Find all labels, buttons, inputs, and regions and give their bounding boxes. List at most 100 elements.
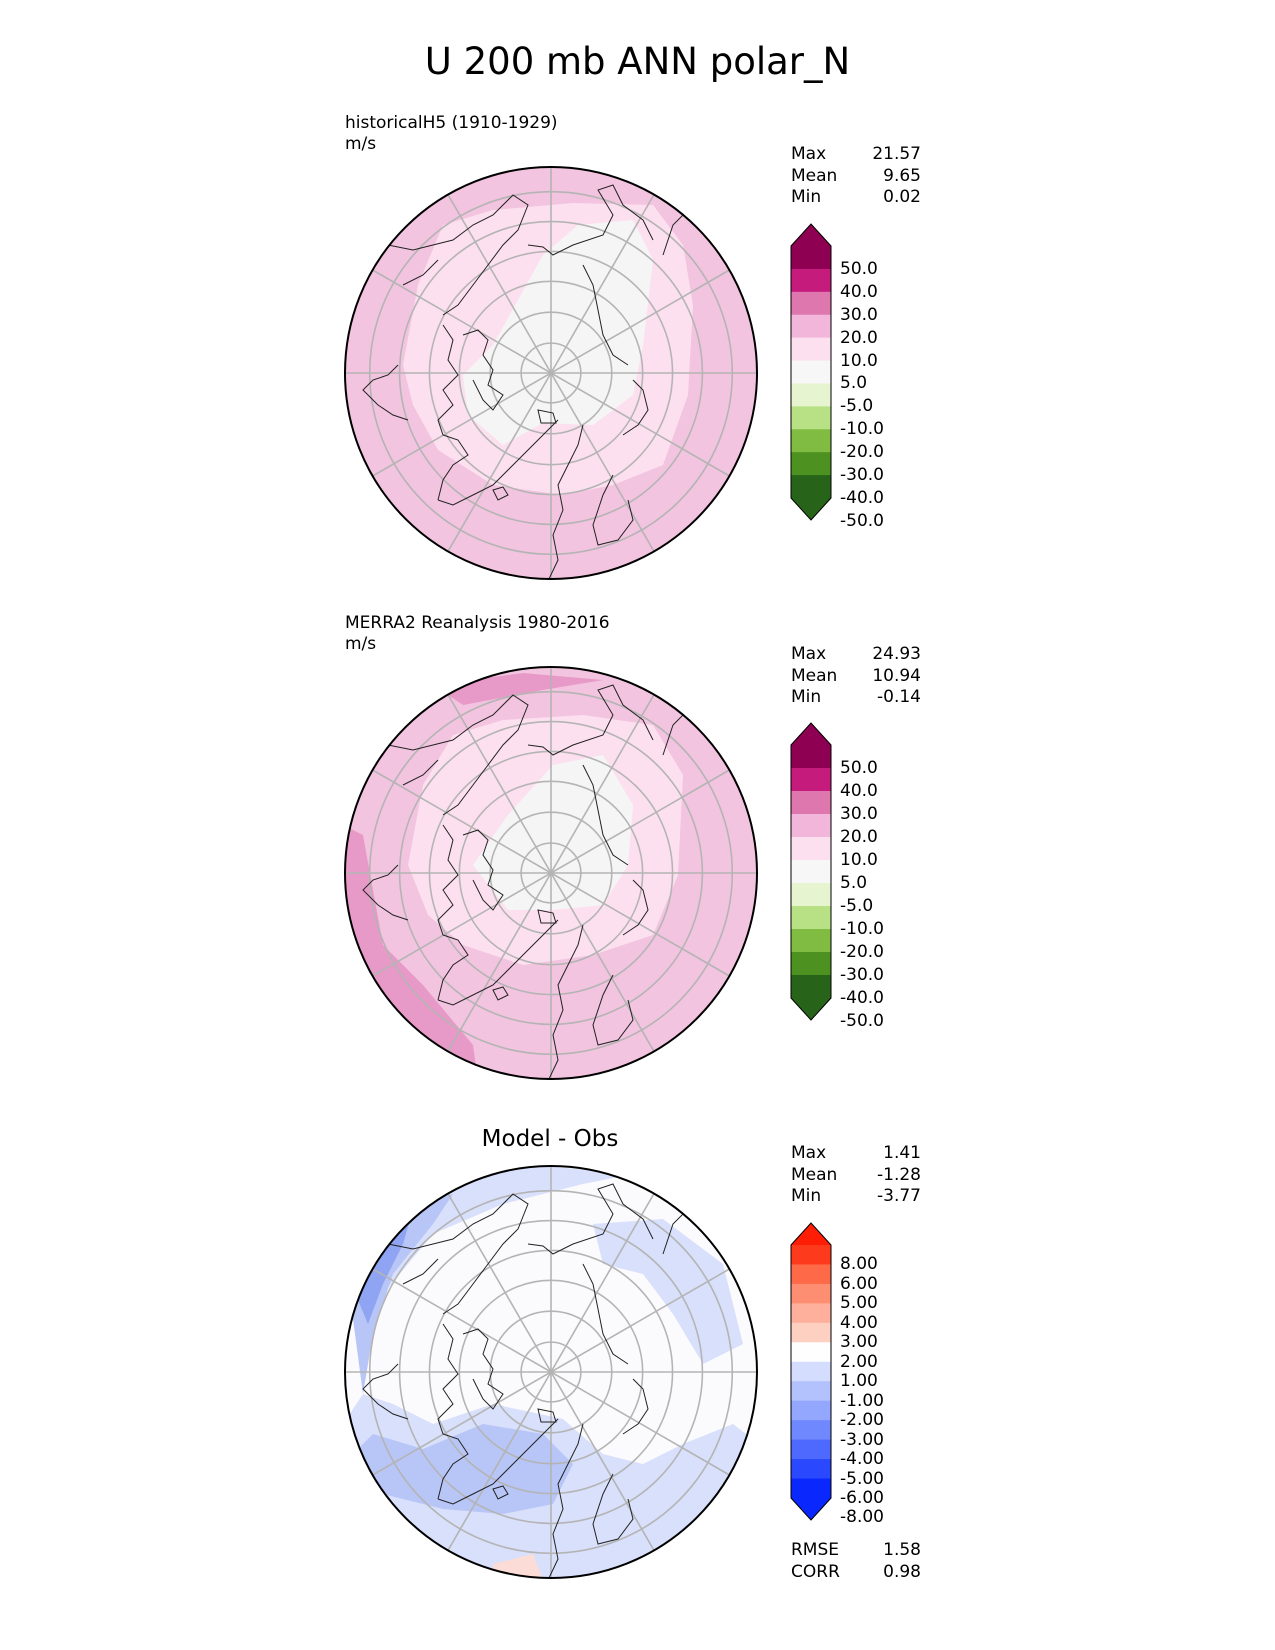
- colorbar-swatch: [791, 975, 831, 999]
- colorbar-tick-label: -30.0: [840, 465, 884, 486]
- colorbar-tick-label: 20.0: [840, 827, 878, 847]
- stat-row-mean: Mean 10.94: [791, 665, 921, 686]
- colorbar-svg: [790, 1222, 832, 1521]
- colorbar-svg: [790, 722, 832, 1021]
- stat-row-min: Min 0.02: [791, 187, 921, 207]
- colorbar-swatch: [791, 814, 831, 838]
- stats-ref: Max 24.93 Mean 10.94 Min -0.14: [791, 644, 921, 709]
- colorbar-tick-label: -5.0: [840, 896, 874, 916]
- stat-row-rmse: RMSE 1.58: [791, 1540, 921, 1560]
- stat-row-max: Max 1.41: [791, 1143, 921, 1163]
- polar-map-test: [343, 165, 759, 581]
- colorbar-over-triangle: [791, 224, 831, 246]
- colorbar-swatch: [791, 883, 831, 907]
- colorbar-swatch: [791, 452, 831, 476]
- panel-ref-label-line1: MERRA2 Reanalysis 1980-2016: [345, 613, 610, 633]
- colorbar-swatch: [791, 1361, 831, 1382]
- colorbar-swatch: [791, 1264, 831, 1285]
- colorbar-svg: [790, 223, 832, 521]
- colorbar-tick-label: 1.00: [840, 1371, 878, 1392]
- colorbar-tick-label: 30.0: [840, 304, 878, 325]
- coastlines: [362, 184, 689, 579]
- panel-test: historicalH5 (1910-1929) m/s Max 21.57 Me…: [0, 0, 1275, 580]
- stat-row-mean: Mean -1.28: [791, 1164, 921, 1185]
- colorbar-tick-label: -3.00: [840, 1429, 884, 1450]
- colorbar-swatch: [791, 337, 831, 362]
- stats-diff: Max 1.41 Mean -1.28 Min -3.77: [791, 1143, 921, 1208]
- colorbar-swatch: [791, 475, 831, 499]
- colorbar-swatch: [791, 1342, 831, 1363]
- colorbar-tick-label: -10.0: [840, 419, 884, 440]
- colorbar-swatch: [791, 246, 831, 270]
- colorbar-swatch: [791, 1322, 831, 1343]
- stat-row-max: Max 21.57: [791, 144, 921, 164]
- colorbar-tick-label: -10.0: [840, 919, 884, 939]
- colorbar-tick-label: -4.00: [840, 1449, 884, 1470]
- colorbar-tick-label: -30.0: [840, 965, 884, 985]
- colorbar-swatch: [791, 1459, 831, 1480]
- stat-row-min: Min -0.14: [791, 687, 921, 707]
- map-boundary: [344, 666, 758, 1080]
- colorbar-tick-label: 5.0: [840, 873, 868, 893]
- figure-title: U 200 mb ANN polar_N: [424, 40, 851, 83]
- colorbar-over-triangle: [791, 723, 831, 745]
- panel-ref-label-line2: m/s: [345, 634, 377, 654]
- colorbar-swatch: [791, 952, 831, 976]
- stat-row-corr: CORR 0.98: [791, 1561, 921, 1582]
- colorbar-tick-label: 20.0: [840, 327, 878, 348]
- colorbar-tick-label: 50.0: [840, 758, 878, 778]
- colorbar-tick-label: -40.0: [840, 988, 884, 1008]
- colorbar-swatch: [791, 268, 831, 293]
- colorbar-tick-label: 10.0: [840, 850, 878, 870]
- colorbar-swatch: [791, 314, 831, 339]
- colorbar-tick-label: -20.0: [840, 442, 884, 463]
- stats-diff-bottom: RMSE 1.58 CORR 0.98: [791, 1540, 921, 1583]
- colorbar-tick-label: 10.0: [840, 350, 878, 371]
- colorbar-swatch: [791, 291, 831, 316]
- colorbar-swatch: [791, 906, 831, 930]
- colorbar-swatch: [791, 837, 831, 861]
- stats-test: Max 21.57 Mean 9.65 Min 0.02: [791, 144, 921, 209]
- colorbar-swatch: [791, 1283, 831, 1304]
- colorbar-tick-label: -8.00: [840, 1507, 884, 1528]
- panel-diff: Model - Obs Max 1.41 Mean -1.28 Min -3.77 8…: [0, 0, 1275, 1582]
- colorbar-tick-label: -50.0: [840, 1011, 884, 1031]
- colorbar-swatch: [791, 929, 831, 953]
- colorbar-swatch: [791, 1303, 831, 1324]
- colorbar-tick-label: 3.00: [840, 1332, 878, 1353]
- diff-title: Model - Obs: [481, 1126, 619, 1152]
- colorbar-swatch: [791, 1439, 831, 1460]
- polar-map-diff: [343, 1164, 759, 1580]
- colorbar-swatch: [791, 1478, 831, 1499]
- panel-test-label-line1: historicalH5 (1910-1929): [345, 113, 558, 133]
- stat-row-min: Min -3.77: [791, 1186, 921, 1206]
- graticule: [345, 667, 757, 1079]
- colorbar-tick-label: 30.0: [840, 804, 878, 824]
- colorbar-swatch: [791, 745, 831, 769]
- colorbar-tick-label: -20.0: [840, 942, 884, 962]
- graticule: [345, 1166, 757, 1578]
- colorbar-swatch: [791, 406, 831, 430]
- colorbar-over-triangle: [791, 1223, 831, 1245]
- panel-test-label-line2: m/s: [345, 134, 377, 154]
- colorbar-under-triangle: [791, 998, 831, 1020]
- colorbar-tick-label: -50.0: [840, 510, 884, 531]
- map-boundary: [344, 166, 758, 580]
- stat-row-mean: Mean 9.65: [791, 165, 921, 186]
- colorbar-swatch: [791, 1420, 831, 1441]
- colorbar-tick-label: 50.0: [840, 258, 878, 279]
- colorbar-tick-label: -6.00: [840, 1488, 884, 1508]
- colorbar-tick-label: 40.0: [840, 281, 878, 302]
- colorbar-tick-label: -5.0: [840, 396, 874, 417]
- colorbar-under-triangle: [791, 1498, 831, 1520]
- colorbar-swatch: [791, 429, 831, 453]
- colorbar-tick-label: 2.00: [840, 1351, 878, 1372]
- panel-ref: MERRA2 Reanalysis 1980-2016 m/s Max 24.93…: [0, 0, 1275, 1080]
- colorbar-tick-label: -2.00: [840, 1410, 884, 1431]
- coastlines: [362, 1183, 689, 1578]
- graticule: [345, 167, 757, 579]
- colorbar-swatch: [791, 791, 831, 815]
- colorbar-swatch: [791, 1381, 831, 1402]
- colorbar-swatch: [791, 1400, 831, 1421]
- colorbar-swatch: [791, 1245, 831, 1265]
